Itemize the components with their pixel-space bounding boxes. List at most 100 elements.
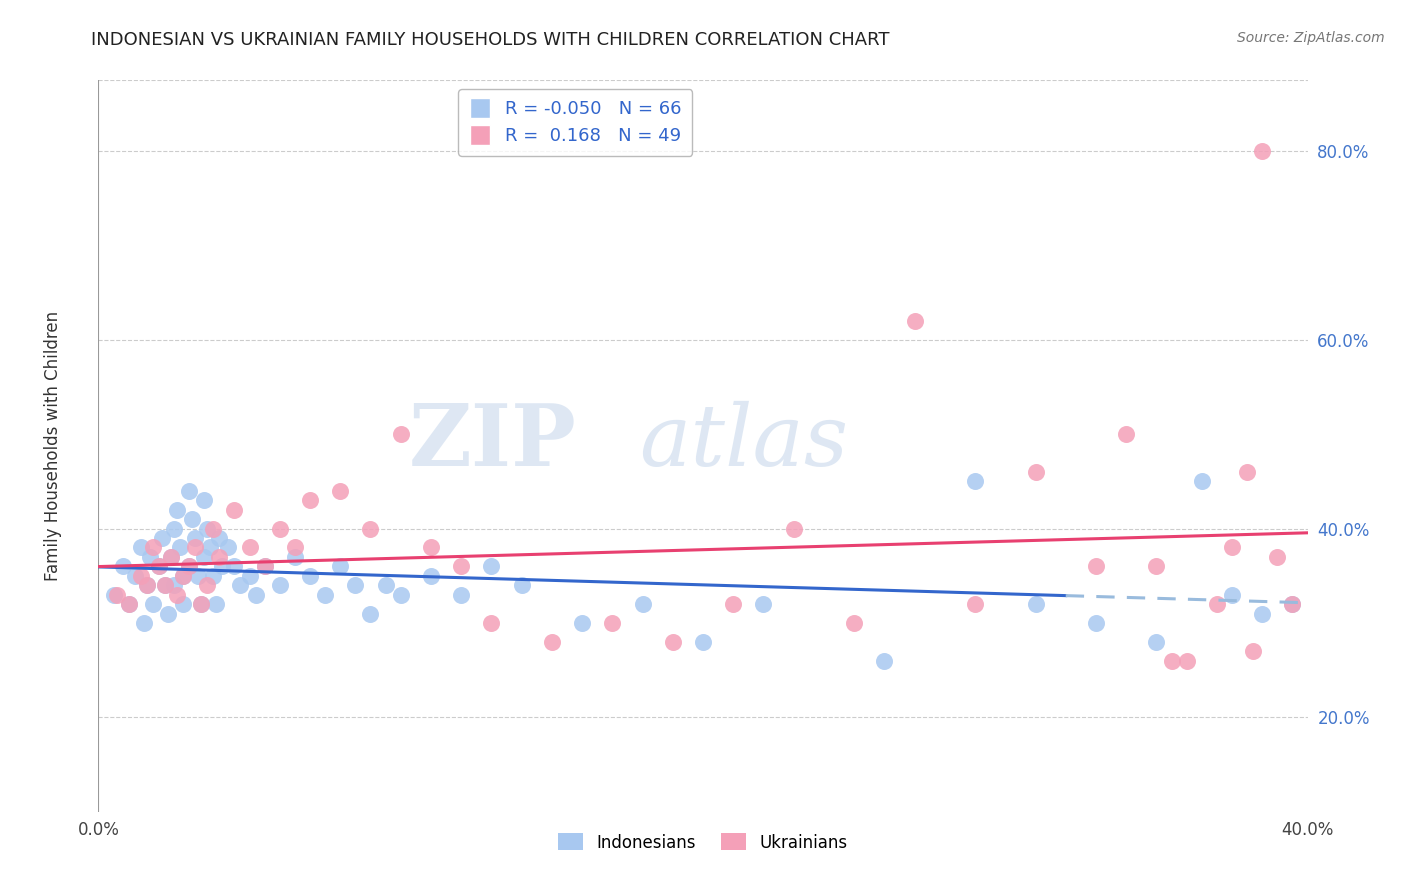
Point <box>329 483 352 498</box>
Point <box>344 578 367 592</box>
Point <box>172 568 194 582</box>
Text: Source: ZipAtlas.com: Source: ZipAtlas.com <box>1237 31 1385 45</box>
Point <box>420 541 443 555</box>
Point <box>723 597 745 611</box>
Point <box>153 578 176 592</box>
Point <box>1024 597 1046 611</box>
Text: Family Households with Children: Family Households with Children <box>45 311 62 581</box>
Point <box>1251 144 1274 158</box>
Point <box>1144 635 1167 649</box>
Point <box>571 615 593 630</box>
Point <box>132 615 155 630</box>
Point <box>540 635 562 649</box>
Point <box>166 502 188 516</box>
Point <box>181 512 204 526</box>
Point <box>481 615 503 630</box>
Point <box>156 607 179 621</box>
Point <box>1267 549 1289 564</box>
Point <box>360 607 382 621</box>
Point <box>202 568 225 582</box>
Point <box>873 654 896 668</box>
Point <box>1085 615 1108 630</box>
Point <box>360 522 382 536</box>
Point <box>142 597 165 611</box>
Point <box>1220 588 1243 602</box>
Point <box>179 483 201 498</box>
Point <box>166 588 188 602</box>
Point <box>1085 559 1108 574</box>
Point <box>269 578 291 592</box>
Legend: R = -0.050   N = 66, R =  0.168   N = 49: R = -0.050 N = 66, R = 0.168 N = 49 <box>458 89 692 156</box>
Point <box>904 314 927 328</box>
Point <box>602 615 624 630</box>
Point <box>1160 654 1182 668</box>
Point <box>314 588 336 602</box>
Point <box>253 559 276 574</box>
Point <box>153 578 176 592</box>
Point <box>1241 644 1264 658</box>
Point <box>284 541 307 555</box>
Point <box>965 475 987 489</box>
Point <box>208 549 231 564</box>
Point <box>1191 475 1213 489</box>
Point <box>200 541 222 555</box>
Point <box>692 635 714 649</box>
Point <box>118 597 141 611</box>
Point <box>965 597 987 611</box>
Point <box>631 597 654 611</box>
Point <box>284 549 307 564</box>
Point <box>190 597 212 611</box>
Point <box>783 522 806 536</box>
Point <box>195 578 218 592</box>
Point <box>1281 597 1303 611</box>
Point <box>450 559 472 574</box>
Point <box>239 568 262 582</box>
Point <box>1024 465 1046 479</box>
Point <box>190 597 212 611</box>
Point <box>1281 597 1303 611</box>
Point <box>269 522 291 536</box>
Point <box>163 578 186 592</box>
Point <box>844 615 866 630</box>
Point <box>129 568 152 582</box>
Point <box>374 578 396 592</box>
Text: ZIP: ZIP <box>408 401 576 484</box>
Point <box>450 588 472 602</box>
Point <box>299 493 322 508</box>
Point <box>105 588 128 602</box>
Point <box>139 549 162 564</box>
Point <box>299 568 322 582</box>
Point <box>148 559 170 574</box>
Point <box>224 502 246 516</box>
Point <box>420 568 443 582</box>
Point <box>217 541 239 555</box>
Point <box>193 493 215 508</box>
Point <box>160 549 183 564</box>
Point <box>184 541 207 555</box>
Point <box>211 559 233 574</box>
Point <box>229 578 252 592</box>
Point <box>172 597 194 611</box>
Point <box>329 559 352 574</box>
Point <box>202 522 225 536</box>
Point <box>1144 559 1167 574</box>
Point <box>1220 541 1243 555</box>
Point <box>245 588 267 602</box>
Point <box>163 522 186 536</box>
Point <box>111 559 134 574</box>
Point <box>187 568 209 582</box>
Point <box>150 531 173 545</box>
Point <box>103 588 125 602</box>
Point <box>124 568 146 582</box>
Point <box>239 541 262 555</box>
Point <box>129 541 152 555</box>
Point <box>1115 427 1137 442</box>
Point <box>160 549 183 564</box>
Point <box>179 559 201 574</box>
Point <box>195 522 218 536</box>
Point <box>661 635 683 649</box>
Point <box>1251 607 1274 621</box>
Point <box>169 541 191 555</box>
Point <box>224 559 246 574</box>
Point <box>179 559 201 574</box>
